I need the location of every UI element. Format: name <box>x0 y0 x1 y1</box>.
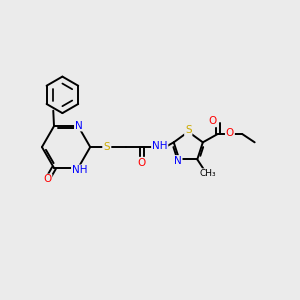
Text: CH₃: CH₃ <box>200 169 217 178</box>
Text: O: O <box>138 158 146 168</box>
Text: N: N <box>75 121 82 130</box>
Text: O: O <box>43 174 52 184</box>
Text: O: O <box>208 116 216 126</box>
Text: NH: NH <box>152 141 167 151</box>
Text: NH: NH <box>72 165 87 175</box>
Text: S: S <box>185 125 192 135</box>
Text: N: N <box>174 156 182 166</box>
Text: S: S <box>103 142 110 152</box>
Text: O: O <box>226 128 234 138</box>
